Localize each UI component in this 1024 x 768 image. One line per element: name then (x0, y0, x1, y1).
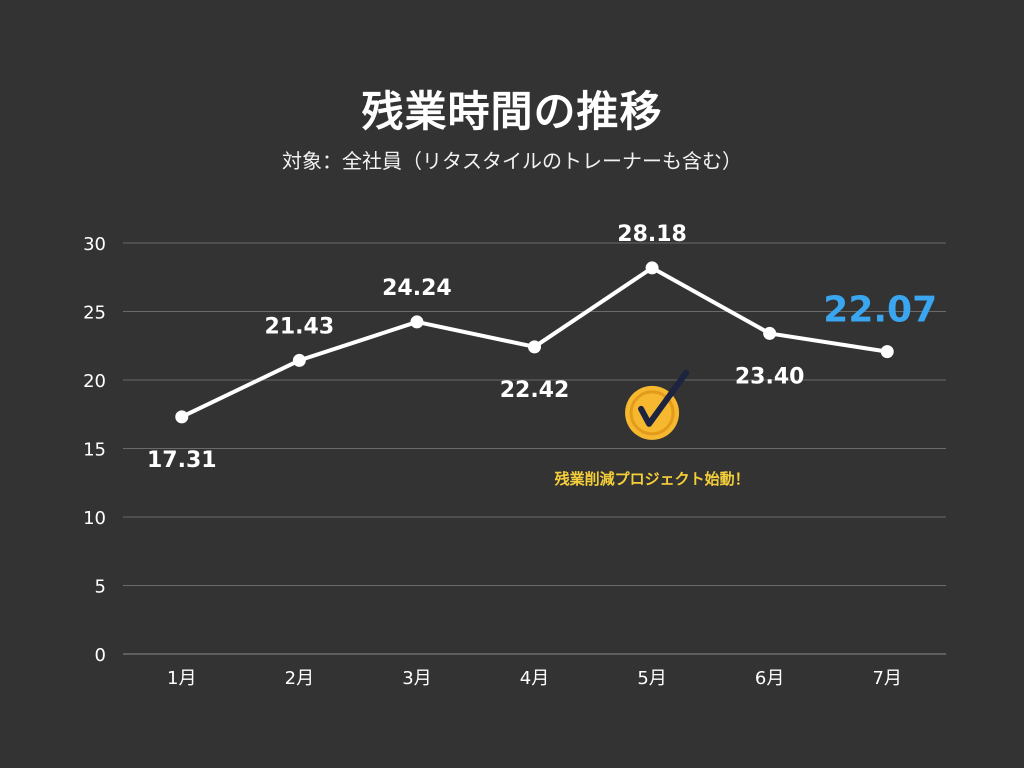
x-tick-label: 2月 (285, 668, 314, 689)
data-point (880, 345, 894, 359)
y-tick-label: 20 (83, 371, 106, 392)
x-tick-label: 1月 (167, 668, 196, 689)
check-badge-icon (625, 369, 690, 440)
chart-subtitle: 対象：全社員（リタスタイルのトレーナーも含む） (282, 149, 742, 173)
chart-title: 残業時間の推移 (361, 87, 663, 136)
x-tick-label: 6月 (755, 668, 784, 689)
data-point (645, 261, 659, 275)
data-point (410, 315, 424, 329)
data-label: 24.24 (382, 276, 452, 301)
y-tick-label: 25 (83, 303, 106, 324)
y-tick-label: 0 (95, 645, 106, 666)
y-tick-label: 10 (83, 508, 106, 529)
data-label: 21.43 (265, 314, 335, 339)
data-point (528, 340, 541, 354)
annotation-label: 残業削減プロジェクト始動！ (555, 470, 750, 488)
data-label: 22.42 (500, 378, 570, 403)
data-label: 28.18 (617, 222, 687, 247)
data-point (175, 410, 189, 424)
data-label: 17.31 (147, 448, 217, 473)
y-tick-label: 15 (83, 440, 106, 461)
x-tick-label: 3月 (402, 668, 431, 689)
x-tick-label: 7月 (872, 668, 901, 689)
y-tick-label: 5 (95, 577, 106, 598)
data-label: 22.07 (823, 290, 937, 331)
x-tick-label: 5月 (637, 668, 666, 689)
data-point (763, 326, 777, 340)
data-label: 23.40 (735, 364, 805, 389)
x-tick-label: 4月 (520, 668, 549, 689)
data-point (292, 353, 306, 367)
y-tick-label: 30 (83, 234, 106, 255)
